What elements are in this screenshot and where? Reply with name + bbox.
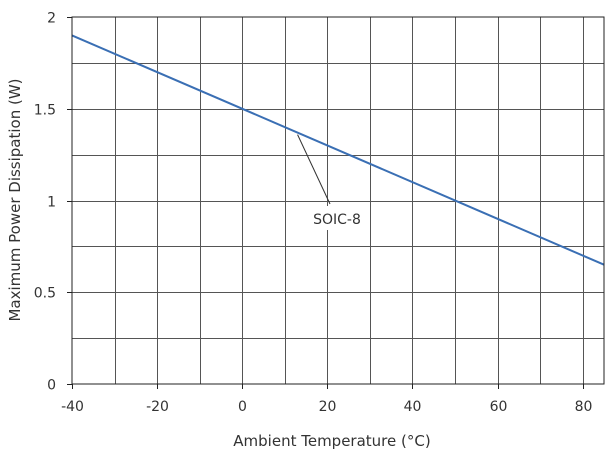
- grid: [72, 17, 604, 384]
- annotation-layer: SOIC-8: [297, 134, 365, 230]
- y-axis-label: Maximum Power Dissipation (W): [6, 78, 24, 321]
- y-tick-label: 1.5: [34, 103, 56, 119]
- x-axis-ticks: -40 -20 0 20 40 60 80: [61, 384, 592, 415]
- x-tick-label: 20: [319, 399, 337, 415]
- y-tick-label: 1: [47, 195, 56, 211]
- x-tick-label: 40: [404, 399, 422, 415]
- series-line-soic-8: [71, 34, 605, 266]
- x-axis-label: Ambient Temperature (°C): [233, 432, 430, 450]
- annotation-label: SOIC-8: [313, 212, 361, 228]
- series-layer: [71, 34, 605, 266]
- x-tick-label: -20: [146, 399, 169, 415]
- x-tick-label: 0: [238, 399, 247, 415]
- y-axis-ticks: 0 0.5 1 1.5 2: [34, 11, 72, 394]
- y-tick-label: 2: [47, 11, 56, 27]
- y-tick-label: 0.5: [34, 286, 56, 302]
- annotation-leader-line: [297, 134, 331, 205]
- annotation-label-background: [309, 206, 365, 230]
- plot-frame: [71, 16, 605, 385]
- x-tick-label: 80: [575, 399, 593, 415]
- y-tick-label: 0: [47, 378, 56, 394]
- x-tick-label: 60: [490, 399, 508, 415]
- x-tick-label: -40: [61, 399, 84, 415]
